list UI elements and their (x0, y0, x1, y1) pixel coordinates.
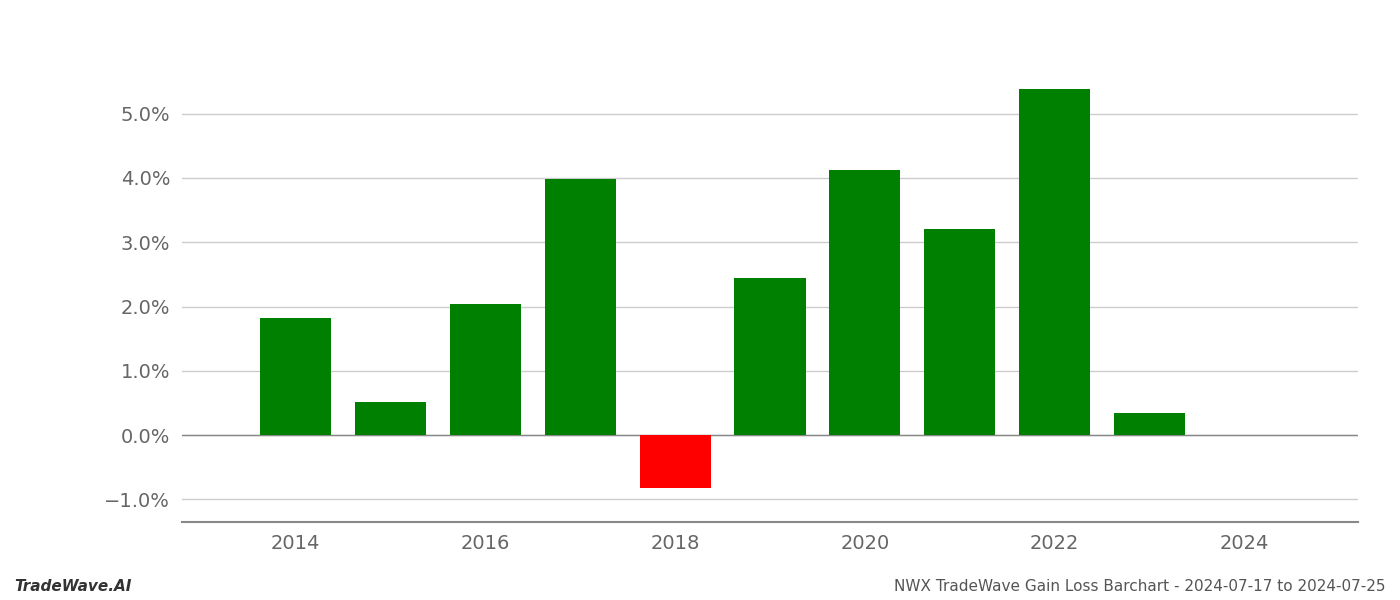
Text: TradeWave.AI: TradeWave.AI (14, 579, 132, 594)
Bar (1019, 89, 1091, 435)
Bar (356, 402, 426, 435)
Bar (924, 229, 995, 435)
Bar (640, 435, 711, 488)
Text: NWX TradeWave Gain Loss Barchart - 2024-07-17 to 2024-07-25: NWX TradeWave Gain Loss Barchart - 2024-… (895, 579, 1386, 594)
Bar (545, 179, 616, 435)
Bar (735, 278, 805, 435)
Bar (449, 304, 521, 435)
Bar (1114, 413, 1184, 435)
Bar (829, 170, 900, 435)
Bar (260, 318, 332, 435)
